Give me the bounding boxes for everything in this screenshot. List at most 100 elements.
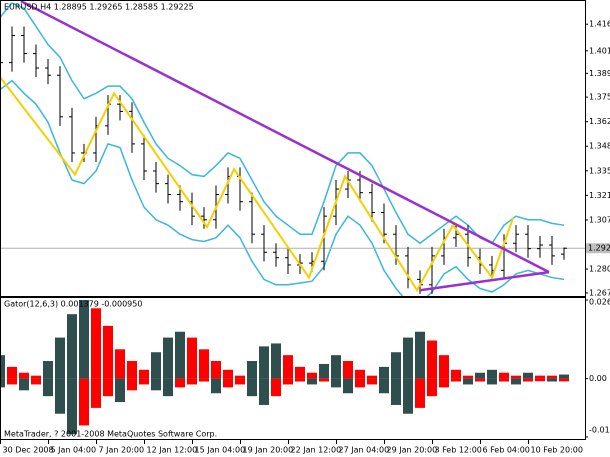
gator-bar	[499, 372, 509, 379]
gator-bar	[367, 378, 377, 385]
current-price-label: 1.29225	[588, 244, 610, 253]
gator-bar	[115, 378, 125, 403]
gator-bar	[427, 340, 437, 379]
gator-bar	[475, 372, 485, 379]
x-tick-label: 15 Jan 04:00	[195, 446, 246, 455]
gator-bar	[163, 337, 173, 379]
gator-bar	[19, 378, 29, 391]
gator-bar	[7, 366, 17, 379]
gator-bar	[319, 363, 329, 379]
gator-bar	[487, 369, 497, 379]
gator-bar	[523, 378, 533, 382]
y-tick-label: 1.36230	[589, 117, 610, 126]
y-tick-label: 1.26750	[589, 288, 610, 297]
x-tick-label: 27 Jan 04:00	[339, 446, 390, 455]
y-tick-label: 0.00	[589, 374, 607, 383]
gator-bar	[355, 369, 365, 379]
y-tick-label: 1.30790	[589, 215, 610, 224]
price-frame	[0, 0, 586, 297]
gator-frame	[0, 297, 586, 440]
gator-bar	[127, 361, 137, 379]
gator-bar	[403, 378, 413, 414]
gator-bar	[151, 352, 161, 379]
gator-bar	[163, 378, 173, 397]
gator-bar	[247, 361, 257, 379]
footer: MetaTrader, ? 2001-2008 MetaQuotes Softw…	[4, 430, 217, 439]
gator-bar	[139, 369, 149, 379]
gator-bar	[535, 375, 545, 379]
y-tick-label: 1.28070	[589, 265, 610, 274]
gator-bar	[295, 366, 305, 379]
y-tick-label: 1.40150	[589, 46, 610, 55]
gator-bar	[547, 378, 557, 382]
gator-bar	[379, 366, 389, 379]
x-tick-label: 5 Jan 04:00	[51, 446, 97, 455]
gator-bar	[547, 375, 557, 379]
gator-bar	[295, 378, 305, 382]
gator-bar	[427, 378, 437, 397]
bollinger-band	[1, 2, 565, 245]
price-pane	[1, 1, 585, 296]
gator-bar	[535, 378, 545, 382]
gator-bar	[343, 378, 353, 394]
gator-bar	[259, 346, 269, 379]
gator-bar	[235, 375, 245, 379]
gator-bar	[103, 378, 113, 397]
gator-bar	[175, 378, 185, 388]
gator-bar	[367, 375, 377, 379]
gator-bar	[559, 378, 569, 382]
gator-bar	[511, 375, 521, 379]
gator-bar	[223, 369, 233, 379]
y-tick-label: 1.34870	[589, 142, 610, 151]
gator-bar	[1, 355, 5, 379]
gator-bar	[523, 372, 533, 379]
y-tick-label: 1.32150	[589, 191, 610, 200]
gator-bar	[355, 378, 365, 388]
gator-bar	[31, 378, 41, 385]
gator-bar	[391, 378, 401, 405]
x-tick-label: 22 Jan 12:00	[291, 446, 342, 455]
gator-bar	[463, 375, 473, 379]
gator-bar	[403, 337, 413, 379]
gator-bar	[175, 331, 185, 379]
x-tick-label: 10 Feb 20:00	[531, 446, 583, 455]
gator-bar	[55, 378, 65, 414]
gator-bar	[187, 378, 197, 385]
gator-bar	[271, 378, 281, 397]
x-tick-label: 12 Jan 12:00	[147, 446, 198, 455]
gator-bar	[151, 378, 161, 391]
x-tick-label: 19 Jan 20:00	[243, 446, 294, 455]
gator-bar	[319, 378, 329, 382]
gator-bar	[511, 378, 521, 385]
gator-bar	[79, 378, 89, 426]
gator-bar	[67, 314, 77, 379]
gator-bar	[415, 378, 425, 408]
gator-bar	[415, 331, 425, 379]
gator-bar	[451, 369, 461, 379]
zigzag	[1, 76, 514, 293]
gator-bar	[379, 378, 389, 394]
y-tick-label: 1.37590	[589, 93, 610, 102]
trendline	[20, 1, 550, 274]
gator-bar	[199, 349, 209, 379]
y-tick-label: -0.01994	[589, 426, 610, 435]
x-tick-label: 6 Feb 04:00	[483, 446, 530, 455]
gator-bar	[139, 378, 149, 385]
gator-bar	[271, 343, 281, 379]
gator-bar	[43, 361, 53, 379]
gator-bar	[331, 355, 341, 379]
gator-bar	[1, 378, 5, 388]
gator-bar	[19, 372, 29, 379]
gator-bar	[55, 337, 65, 379]
gator-bar	[439, 378, 449, 388]
gator-bar	[103, 325, 113, 379]
x-tick-label: 30 Dec 2008	[3, 446, 54, 455]
gator-bar	[247, 378, 257, 397]
gator-bar	[283, 378, 293, 385]
gator-bar	[199, 378, 209, 382]
y-tick-label: 1.38905	[589, 69, 610, 78]
x-tick-label: 29 Jan 20:00	[387, 446, 438, 455]
gator-bar	[331, 378, 341, 388]
bollinger-band	[1, 79, 565, 296]
